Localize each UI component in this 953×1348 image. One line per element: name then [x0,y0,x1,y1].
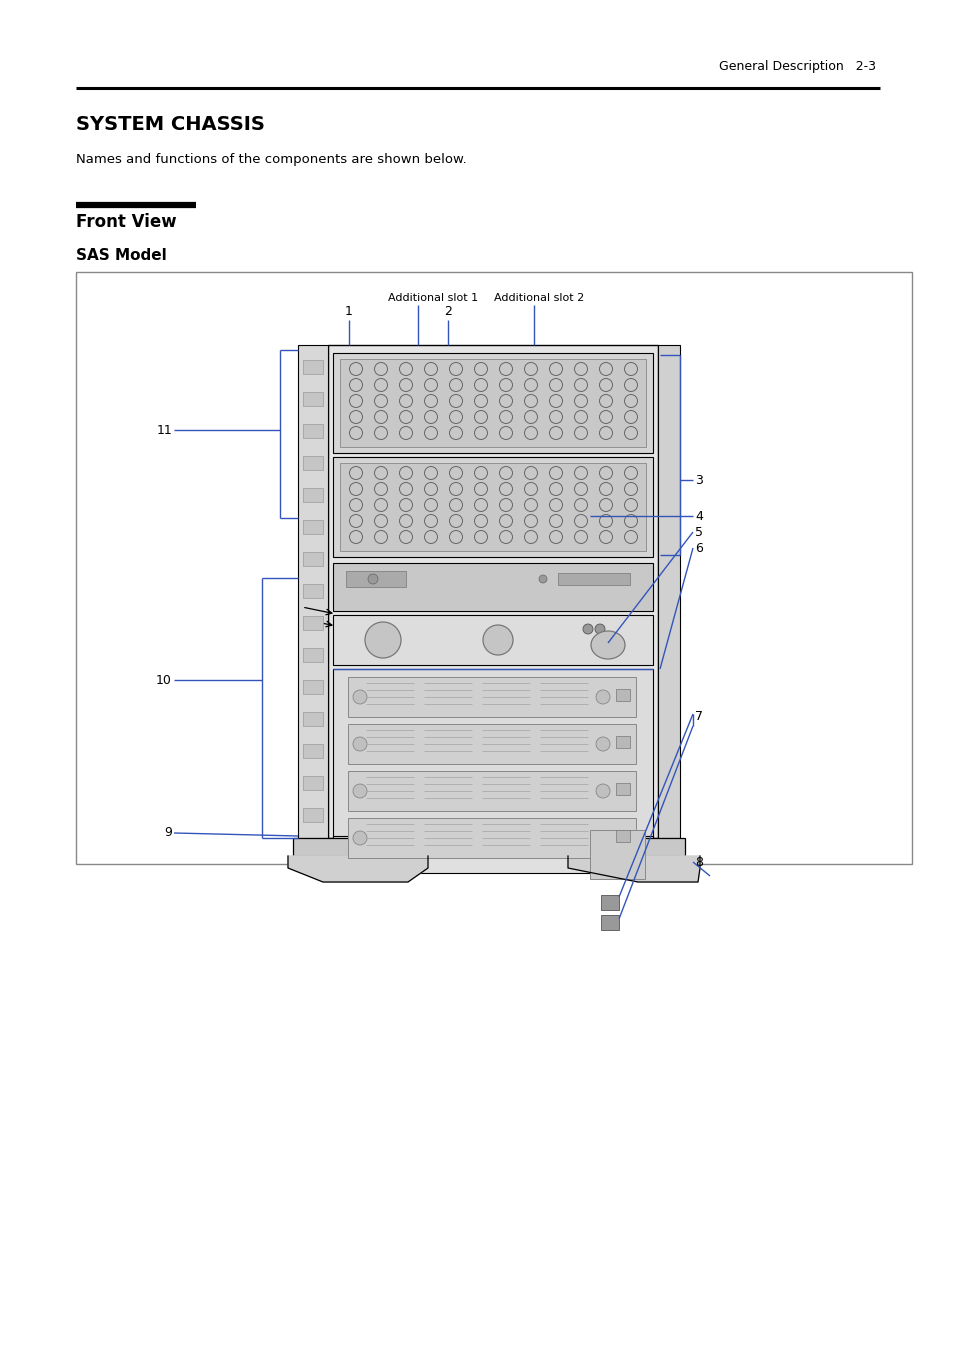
Bar [333,615,652,665]
Text: Names and functions of the components are shown below.: Names and functions of the components ar… [76,154,466,166]
Bar [339,462,645,551]
Bar [303,360,323,373]
Polygon shape [567,856,700,882]
Bar [303,425,323,438]
Bar [303,712,323,727]
Text: 9: 9 [164,826,172,840]
Bar [589,830,644,879]
Text: Additional slot 1: Additional slot 1 [388,293,477,303]
Bar [348,771,636,811]
Bar [600,915,618,930]
Bar [339,359,645,448]
Bar [348,818,636,857]
Bar [348,677,636,717]
Bar [303,488,323,501]
Bar [303,776,323,790]
Bar [333,563,652,611]
Bar [348,724,636,764]
Bar [303,584,323,599]
Text: 2: 2 [443,305,452,318]
Bar [346,572,406,586]
Bar [293,838,684,856]
Bar [303,551,323,566]
Circle shape [596,830,609,845]
Bar [616,783,629,795]
Circle shape [365,621,400,658]
Text: 6: 6 [695,542,702,554]
Bar [297,345,328,838]
Bar [303,616,323,630]
Bar [328,345,658,838]
Bar [658,345,679,838]
Text: Additional slot 2: Additional slot 2 [494,293,583,303]
Circle shape [353,785,367,798]
Bar [616,689,629,701]
Circle shape [596,690,609,704]
Text: 8: 8 [695,856,702,868]
Bar [333,353,652,453]
Circle shape [353,690,367,704]
Ellipse shape [590,631,624,659]
Text: 7: 7 [695,709,702,723]
Text: 5: 5 [695,526,702,538]
Text: 4: 4 [695,510,702,523]
Circle shape [596,785,609,798]
Circle shape [353,737,367,751]
Text: Front View: Front View [76,213,176,231]
Bar [303,520,323,534]
Text: 1: 1 [345,305,353,318]
Circle shape [582,624,593,634]
Bar [616,830,629,842]
Text: 10: 10 [156,674,172,686]
Polygon shape [288,856,428,882]
Circle shape [538,576,546,582]
Circle shape [368,574,377,584]
Bar [600,895,618,910]
Text: 11: 11 [156,423,172,437]
Bar [333,669,652,869]
Circle shape [596,737,609,751]
Bar [303,679,323,694]
Bar [558,573,629,585]
Text: 3: 3 [695,473,702,487]
Bar [303,392,323,406]
Circle shape [353,830,367,845]
Bar [303,456,323,470]
Circle shape [595,624,604,634]
Circle shape [482,625,513,655]
Bar [303,744,323,758]
Text: SAS Model: SAS Model [76,248,167,263]
Bar [303,807,323,822]
Bar [333,457,652,557]
Bar [333,836,652,874]
Text: General Description   2-3: General Description 2-3 [719,61,875,73]
Bar [76,272,911,864]
Text: SYSTEM CHASSIS: SYSTEM CHASSIS [76,115,265,133]
Bar [303,648,323,662]
Bar [616,736,629,748]
